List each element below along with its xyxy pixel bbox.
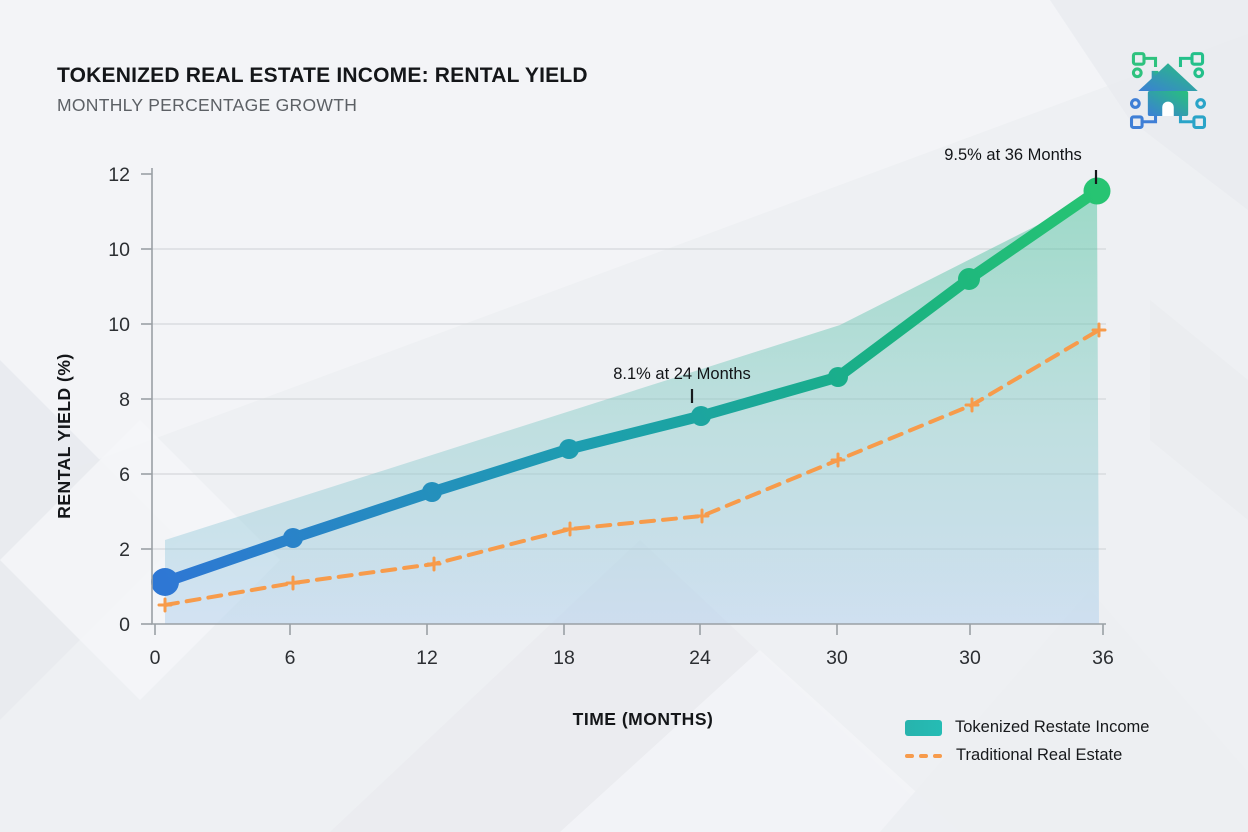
legend-label: Traditional Real Estate [956, 746, 1123, 764]
tokenized-data-point [151, 568, 179, 596]
traditional-data-marker [157, 597, 173, 613]
x-tick-label: 30 [959, 647, 981, 669]
x-tick-label: 12 [416, 647, 438, 669]
traditional-dash-icon [905, 753, 943, 758]
house-icon [1138, 63, 1198, 116]
tokenized-data-point [828, 367, 848, 387]
traditional-data-marker [426, 556, 442, 572]
annotation-label: 9.5% at 36 Months [944, 146, 1082, 164]
x-tick-label: 24 [689, 647, 711, 669]
tokenized-data-point [958, 268, 980, 290]
y-axis-title: RENTAL YIELD (%) [54, 353, 74, 519]
x-tick-label: 36 [1092, 647, 1114, 669]
house-network-icon [1129, 52, 1207, 130]
y-tick-label: 10 [108, 314, 130, 336]
traditional-data-marker [694, 508, 710, 524]
tokenized-data-point [559, 439, 579, 459]
legend-label: Tokenized Restate Income [955, 718, 1150, 736]
tokenized-series-line [159, 185, 1103, 588]
x-tick-label: 0 [150, 647, 161, 669]
confidence-band [165, 195, 1099, 624]
chart-header: TOKENIZED REAL ESTATE INCOME: RENTAL YIE… [57, 64, 588, 116]
x-axis-title: TIME (MONTHS) [573, 709, 714, 729]
tokenized-data-point [691, 406, 711, 426]
x-tick-label: 30 [826, 647, 848, 669]
y-tick-label: 2 [119, 539, 130, 561]
y-tick-label: 0 [119, 614, 130, 636]
legend-item-tokenized: Tokenized Restate Income [905, 718, 1149, 737]
page-subtitle: MONTHLY PERCENTAGE GROWTH [57, 95, 358, 115]
page-title: TOKENIZED REAL ESTATE INCOME: RENTAL YIE… [57, 64, 588, 87]
y-tick-label: 10 [108, 239, 130, 261]
traditional-data-marker [562, 521, 578, 537]
traditional-data-marker [285, 575, 301, 591]
y-tick-label: 8 [119, 389, 130, 411]
tokenized-data-point [1083, 177, 1111, 205]
x-tick-label: 6 [285, 647, 296, 669]
node-top-left-icon [1131, 52, 1158, 79]
tokenized-swatch-icon [905, 719, 942, 736]
tokenized-data-point [422, 482, 442, 502]
traditional-series-line [163, 328, 1101, 607]
node-top-right-icon [1178, 52, 1205, 79]
legend-item-traditional: Traditional Real Estate [905, 746, 1149, 765]
annotation-label: 8.1% at 24 Months [613, 365, 751, 383]
x-tick-label: 18 [553, 647, 575, 669]
traditional-data-marker [964, 397, 980, 413]
traditional-data-marker [830, 452, 846, 468]
y-tick-label: 12 [108, 164, 130, 186]
traditional-data-marker [1091, 322, 1107, 338]
tokenized-data-point [283, 528, 303, 548]
y-tick-label: 6 [119, 464, 130, 486]
legend: Tokenized Restate Income Traditional Rea… [905, 718, 1149, 765]
